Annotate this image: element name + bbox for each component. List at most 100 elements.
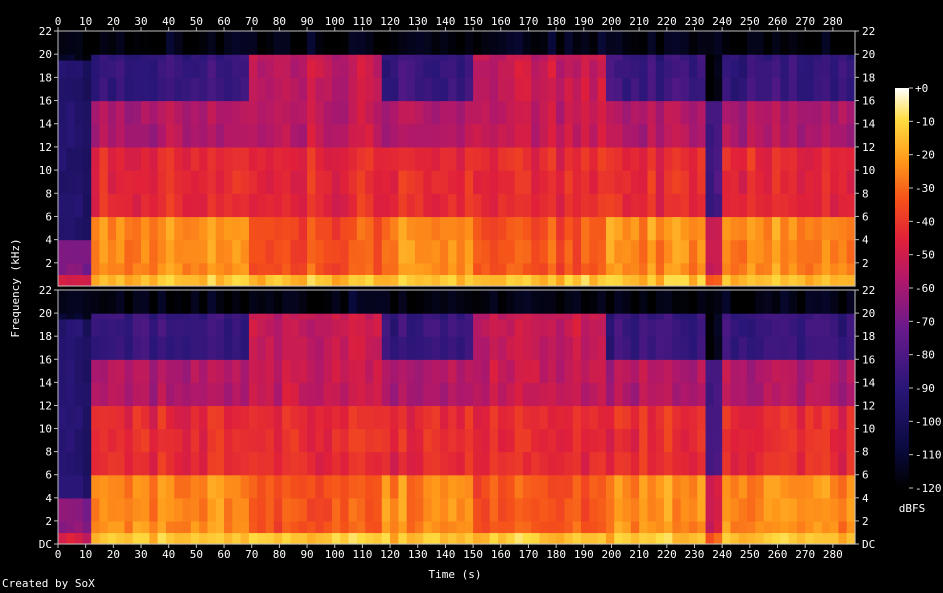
spectrogram-cell — [265, 262, 275, 276]
spectrogram-cell — [307, 336, 316, 360]
spectrogram-cell — [755, 193, 765, 218]
spectrogram-cell — [564, 31, 574, 55]
spectrogram-cell — [331, 313, 341, 320]
spectrogram-cell — [547, 428, 557, 453]
spectrogram-cell — [647, 451, 657, 476]
spectrogram-cell — [348, 382, 358, 407]
spectrogram-cell — [605, 290, 615, 314]
spectrogram-cell — [780, 239, 790, 264]
spectrogram-cell — [165, 451, 175, 476]
spectrogram-cell — [74, 274, 84, 287]
spectrogram-cell — [639, 382, 649, 407]
spectrogram-cell — [182, 474, 192, 499]
spectrogram-cell — [448, 405, 458, 430]
spectrogram-cell — [257, 59, 267, 78]
spectrogram-cell — [514, 520, 524, 534]
spectrogram-cell — [406, 497, 416, 522]
spectrogram-cell — [481, 100, 491, 125]
y-tick-label-right: 8 — [862, 187, 869, 200]
spectrogram-cell — [232, 428, 242, 453]
spectrogram-cell — [348, 216, 358, 241]
spectrogram-cell — [780, 451, 790, 476]
spectrogram-cell — [481, 274, 491, 287]
spectrogram-cell — [771, 77, 781, 102]
spectrogram-cell — [174, 216, 184, 241]
spectrogram-cell — [323, 359, 333, 383]
spectrogram-cell — [572, 31, 582, 55]
spectrogram-cell — [215, 313, 225, 320]
spectrogram-cell — [464, 170, 474, 194]
spectrogram-cell — [846, 216, 856, 241]
spectrogram-cell — [821, 59, 831, 78]
spectrogram-cell — [124, 474, 134, 499]
spectrogram-cell — [240, 520, 250, 534]
spectrogram-cell — [498, 193, 507, 218]
spectrogram-cell — [58, 216, 67, 241]
spectrogram-cell — [506, 239, 516, 264]
spectrogram-cell — [331, 290, 341, 314]
spectrogram-cell — [763, 520, 773, 534]
spectrogram-cell — [240, 262, 250, 276]
spectrogram-cell — [174, 123, 184, 148]
spectrogram-cell — [116, 77, 126, 102]
spectrogram-cell — [539, 532, 549, 545]
spectrogram-cell — [796, 31, 806, 55]
spectrogram-cell — [141, 123, 150, 148]
spectrogram-cell — [340, 313, 350, 320]
spectrogram-cell — [74, 497, 84, 522]
spectrogram-cell — [655, 318, 665, 337]
spectrogram-cell — [232, 239, 242, 264]
colorbar-tick-label: -10 — [915, 115, 935, 128]
spectrogram-cell — [124, 428, 134, 453]
spectrogram-cell — [830, 31, 839, 55]
spectrogram-cell — [365, 428, 375, 453]
spectrogram-cell — [589, 290, 599, 314]
spectrogram-cell — [165, 239, 175, 264]
spectrogram-cell — [232, 405, 242, 430]
spectrogram-cell — [473, 318, 482, 337]
spectrogram-cell — [58, 262, 67, 276]
spectrogram-cell — [174, 451, 184, 476]
spectrogram-cell — [838, 336, 848, 360]
spectrogram-cell — [556, 290, 566, 314]
spectrogram-cell — [581, 123, 590, 148]
spectrogram-cell — [58, 193, 67, 218]
spectrogram-cell — [107, 100, 117, 125]
spectrogram-cell — [224, 170, 233, 194]
spectrogram-cell — [481, 170, 491, 194]
spectrogram-cell — [680, 146, 690, 171]
spectrogram-cell — [722, 54, 732, 61]
spectrogram-cell — [365, 318, 375, 337]
spectrogram-cell — [688, 274, 698, 287]
spectrogram-cell — [564, 59, 574, 78]
spectrogram-cell — [489, 216, 499, 241]
spectrogram-cell — [630, 428, 640, 453]
spectrogram-cell — [464, 77, 474, 102]
spectrogram-cell — [182, 123, 192, 148]
spectrogram-cell — [713, 428, 723, 453]
spectrogram-cell — [796, 146, 806, 171]
spectrogram-cell — [597, 405, 607, 430]
spectrogram-cell — [431, 520, 441, 534]
spectrogram-cell — [116, 100, 126, 125]
spectrogram-cell — [722, 100, 732, 125]
spectrogram-cell — [680, 100, 690, 125]
spectrogram-cell — [639, 54, 649, 61]
spectrogram-cell — [456, 318, 466, 337]
y-tick-label-left: 2 — [45, 257, 52, 270]
spectrogram-cell — [747, 428, 756, 453]
spectrogram-cell — [282, 262, 292, 276]
spectrogram-cell — [688, 123, 698, 148]
spectrogram-cell — [406, 239, 416, 264]
spectrogram-cell — [215, 170, 225, 194]
spectrogram-cell — [788, 318, 798, 337]
spectrogram-cell — [605, 170, 615, 194]
spectrogram-cell — [365, 532, 375, 545]
spectrogram-cell — [514, 336, 524, 360]
spectrogram-cell — [406, 520, 416, 534]
spectrogram-cell — [722, 170, 732, 194]
spectrogram-cell — [406, 170, 416, 194]
spectrogram-cell — [738, 239, 748, 264]
spectrogram-cell — [498, 54, 507, 61]
spectrogram-cell — [697, 170, 707, 194]
